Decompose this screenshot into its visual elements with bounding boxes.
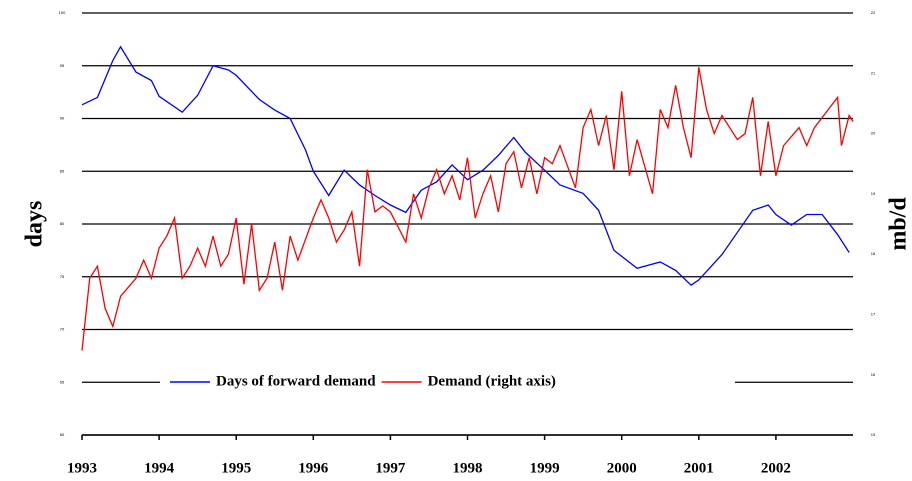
y2-tick-label: 17	[871, 311, 876, 316]
y2-tick-label: 22	[871, 10, 876, 15]
x-tick-label: 2002	[761, 460, 791, 476]
x-tick-label: 1993	[67, 460, 97, 476]
y-tick-label: 100	[59, 10, 66, 15]
y-axis-label: days	[22, 201, 48, 248]
y-tick-label: 65	[60, 379, 65, 384]
y2-tick-label: 19	[871, 191, 876, 196]
x-tick-label: 1998	[453, 460, 483, 476]
x-tick-label: 2000	[607, 460, 637, 476]
legend-label: Demand (right axis)	[428, 373, 556, 389]
x-tick-label: 1999	[530, 460, 560, 476]
y2-tick-label: 20	[871, 131, 876, 136]
y-tick-label: 75	[60, 274, 65, 279]
y-tick-label: 95	[60, 63, 65, 68]
legend-box	[160, 369, 735, 395]
y2-tick-label: 15	[871, 432, 876, 437]
y-tick-label: 80	[60, 221, 65, 226]
x-tick-label: 1997	[375, 460, 406, 476]
legend-label: Days of forward demand	[216, 373, 376, 389]
series-line	[81, 67, 854, 351]
series-line	[81, 45, 850, 287]
y2-tick-label: 21	[871, 70, 876, 75]
x-tick-label: 1996	[298, 460, 329, 476]
y-tick-label: 85	[60, 168, 65, 173]
y2-axis-label: mb/d	[886, 197, 912, 251]
x-tick-label: 1995	[221, 460, 251, 476]
y2-tick-label: 18	[871, 251, 876, 256]
y2-tick-label: 16	[871, 372, 876, 377]
y-tick-label: 70	[60, 327, 65, 332]
y-tick-label: 60	[60, 432, 65, 437]
y-tick-label: 90	[60, 116, 65, 121]
x-tick-label: 2001	[684, 460, 714, 476]
x-tick-label: 1994	[144, 460, 175, 476]
